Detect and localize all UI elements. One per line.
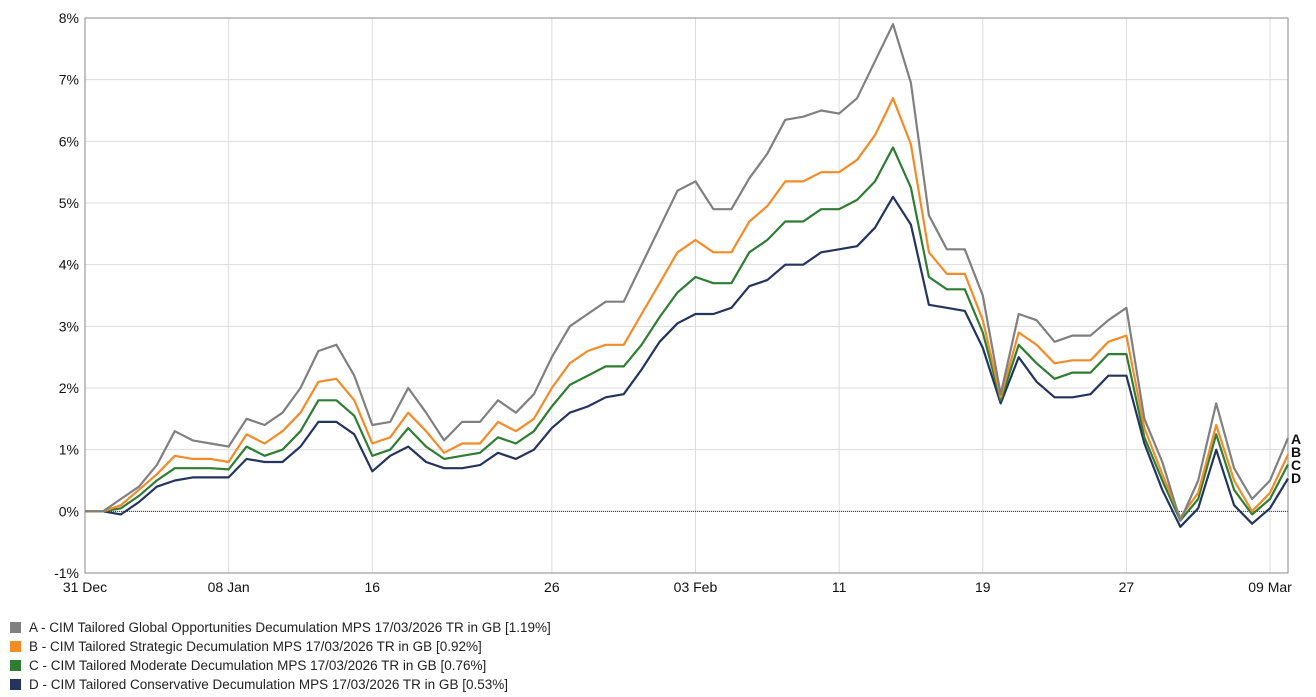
x-tick-label: 27: [1119, 579, 1135, 595]
x-tick-label: 09 Mar: [1248, 579, 1292, 595]
plot-frame: [84, 17, 1289, 574]
series-end-label-c: C: [1291, 457, 1301, 473]
y-tick-label: 1%: [59, 442, 79, 458]
legend-swatch-d: [10, 679, 21, 690]
series-end-label-d: D: [1291, 470, 1301, 486]
legend-label-c: C - CIM Tailored Moderate Decumulation M…: [29, 658, 487, 673]
legend-item-c: C - CIM Tailored Moderate Decumulation M…: [10, 656, 551, 675]
series-end-label-a: A: [1291, 431, 1301, 447]
legend-item-b: B - CIM Tailored Strategic Decumulation …: [10, 637, 551, 656]
y-tick-label: 3%: [59, 318, 79, 334]
legend-swatch-a: [10, 622, 21, 633]
series-line-c: [85, 146, 1289, 522]
legend-label-b: B - CIM Tailored Strategic Decumulation …: [29, 639, 482, 654]
x-tick-label: 31 Dec: [63, 579, 107, 595]
series-line-b: [85, 97, 1289, 519]
legend-swatch-c: [10, 660, 21, 671]
line-chart: -1% 0% 1% 2% 3% 4% 5% 6% 7% 8% 31 Dec 08 Jan 16 26 03…: [54, 10, 1301, 595]
series-lines: [85, 23, 1290, 528]
legend-item-a: A - CIM Tailored Global Opportunities De…: [10, 618, 551, 637]
y-tick-label: 4%: [59, 257, 79, 273]
legend-label-d: D - CIM Tailored Conservative Decumulati…: [29, 677, 508, 692]
legend-swatch-b: [10, 641, 21, 652]
series-line-a: [85, 23, 1290, 522]
y-tick-label: 8%: [59, 10, 79, 26]
y-tick-label: -1%: [54, 565, 79, 581]
legend: A - CIM Tailored Global Opportunities De…: [10, 618, 551, 694]
y-tick-label: 0%: [59, 503, 79, 519]
series-line-d: [85, 195, 1289, 528]
x-tick-label: 26: [544, 579, 560, 595]
x-tick-label: 08 Jan: [208, 579, 250, 595]
legend-label-a: A - CIM Tailored Global Opportunities De…: [29, 620, 551, 635]
x-tick-label: 11: [832, 579, 847, 595]
legend-item-d: D - CIM Tailored Conservative Decumulati…: [10, 675, 551, 694]
y-tick-label: 6%: [59, 133, 79, 149]
grid-lines: [84, 17, 1288, 574]
y-axis-tick-labels: -1% 0% 1% 2% 3% 4% 5% 6% 7% 8%: [54, 10, 79, 581]
y-tick-label: 5%: [59, 195, 79, 211]
x-tick-label: 03 Feb: [674, 579, 718, 595]
x-tick-label: 16: [364, 579, 380, 595]
y-tick-label: 7%: [59, 72, 79, 88]
series-end-label-b: B: [1291, 444, 1301, 460]
x-tick-label: 19: [975, 579, 991, 595]
y-tick-label: 2%: [59, 380, 79, 396]
